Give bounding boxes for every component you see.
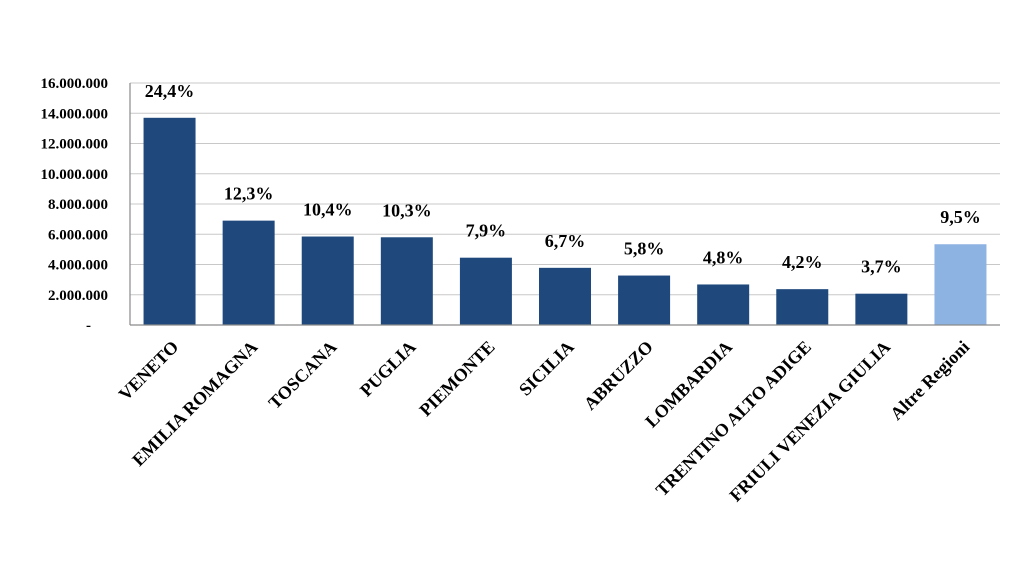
- bar: [222, 220, 275, 325]
- y-tick-label: 4.000.000: [48, 258, 108, 274]
- axes: [129, 83, 1000, 326]
- y-tick-label: 2.000.000: [48, 288, 108, 304]
- gridlines: [130, 82, 1000, 296]
- data-label: 10,4%: [303, 200, 353, 220]
- x-category-label: FRIULI VENEZIA GIULIA: [725, 337, 894, 506]
- data-label: 24,4%: [145, 81, 195, 101]
- y-tick-label: 12.000.000: [41, 137, 109, 153]
- data-label: 7,9%: [466, 221, 507, 241]
- bar: [301, 236, 354, 325]
- bar: [143, 117, 196, 325]
- bar: [934, 244, 987, 325]
- bar: [380, 237, 433, 325]
- data-label: 12,3%: [224, 184, 274, 204]
- x-category-label: PIEMONTE: [415, 337, 498, 420]
- data-label: 3,7%: [861, 257, 902, 277]
- bar: [539, 267, 591, 325]
- y-tick-label: 10.000.000: [41, 167, 109, 183]
- y-tick-labels: - 2.000.000 4.000.000 6.000.000 8.000.000 10.…: [41, 76, 109, 334]
- bar: [459, 257, 512, 325]
- data-label: 4,8%: [703, 247, 744, 267]
- y-tick-label: -: [86, 318, 91, 334]
- x-category-label: TRENTINO ALTO ADIGE: [652, 337, 815, 500]
- bar: [618, 275, 671, 325]
- data-label: 9,5%: [940, 207, 981, 227]
- bars: [143, 117, 987, 325]
- bar: [697, 284, 750, 325]
- x-category-label: SICILIA: [515, 337, 578, 400]
- x-category-label: PUGLIA: [356, 337, 420, 401]
- y-tick-label: 8.000.000: [48, 197, 108, 213]
- data-label: 6,7%: [545, 231, 586, 251]
- x-category-label: Altre Regioni: [886, 337, 973, 424]
- bar: [855, 293, 908, 325]
- bar: [776, 289, 829, 325]
- data-label: 5,8%: [624, 239, 665, 259]
- y-tick-label: 16.000.000: [41, 76, 109, 92]
- data-label: 10,3%: [382, 200, 432, 220]
- x-category-label: TOSCANA: [264, 337, 340, 413]
- data-labels: 24,4% 12,3% 10,4% 10,3% 7,9% 6,7% 5,8% 4,8% 4,2%…: [145, 81, 981, 277]
- x-category-label: VENETO: [115, 337, 183, 405]
- data-label: 4,2%: [782, 252, 823, 272]
- x-category-label: ABRUZZO: [580, 337, 657, 414]
- y-tick-label: 14.000.000: [41, 106, 109, 122]
- y-tick-label: 6.000.000: [48, 227, 108, 243]
